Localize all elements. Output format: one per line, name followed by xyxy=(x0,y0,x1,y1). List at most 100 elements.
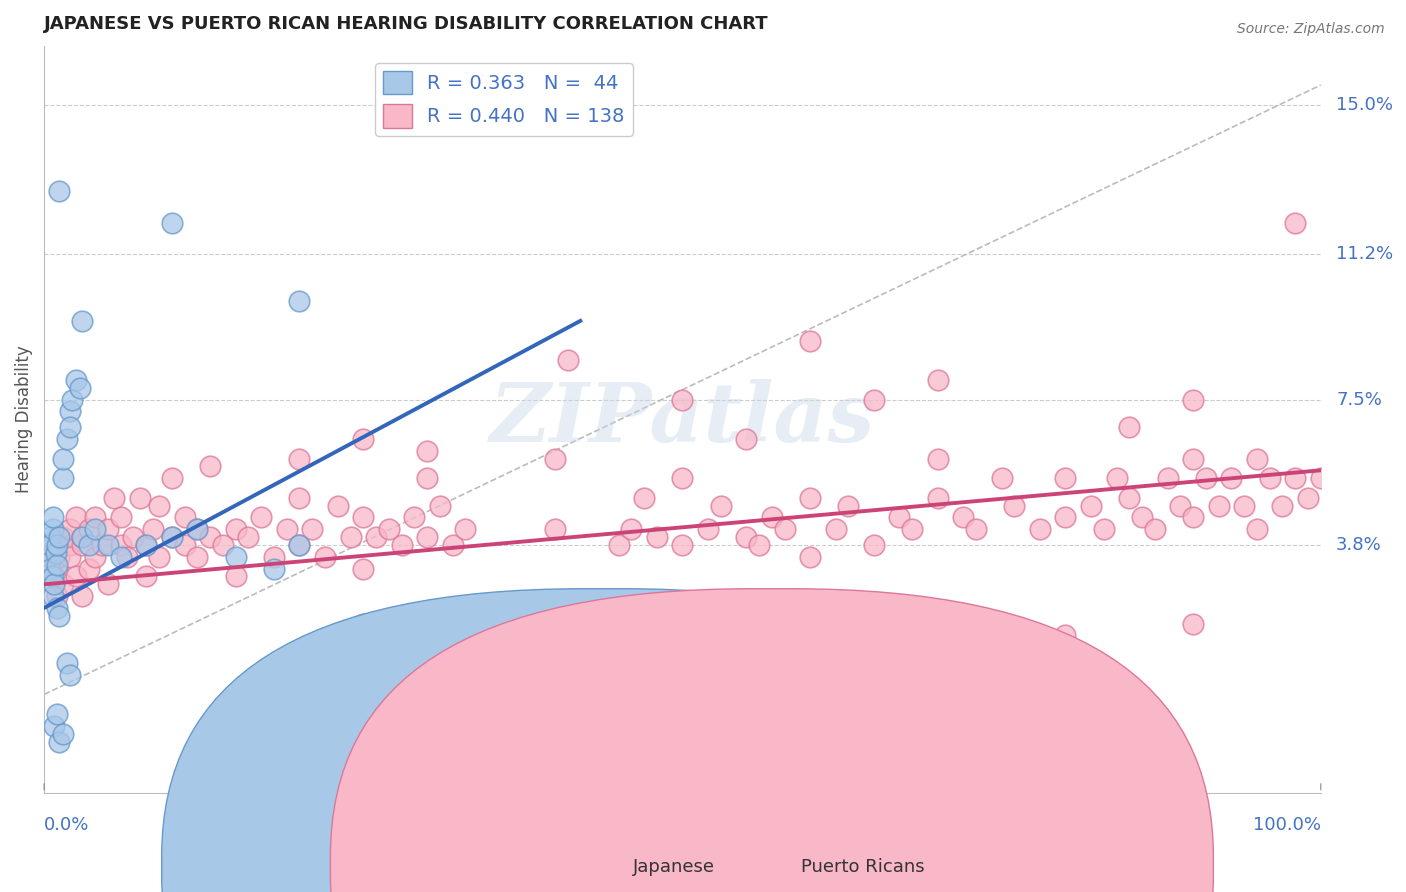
Point xyxy=(48,734,70,748)
Point xyxy=(1143,522,1166,536)
Point xyxy=(52,577,75,591)
Point xyxy=(59,549,82,564)
Point xyxy=(211,538,233,552)
Point xyxy=(799,334,821,348)
Point xyxy=(671,471,693,485)
Point xyxy=(48,608,70,623)
Point xyxy=(135,538,157,552)
Text: Japanese: Japanese xyxy=(633,858,714,876)
Text: ZIPatlas: ZIPatlas xyxy=(489,379,875,459)
Point xyxy=(52,530,75,544)
Point xyxy=(59,538,82,552)
Point xyxy=(65,569,87,583)
Text: Source: ZipAtlas.com: Source: ZipAtlas.com xyxy=(1237,22,1385,37)
Point xyxy=(441,538,464,552)
Point xyxy=(42,569,65,583)
Point xyxy=(65,510,87,524)
Point xyxy=(225,522,247,536)
Point xyxy=(173,510,195,524)
Point xyxy=(1182,510,1205,524)
Text: Puerto Ricans: Puerto Ricans xyxy=(801,858,925,876)
Point xyxy=(620,522,643,536)
Point xyxy=(160,216,183,230)
Point xyxy=(1054,628,1077,642)
Point xyxy=(52,727,75,741)
Point xyxy=(1271,499,1294,513)
Point xyxy=(671,538,693,552)
Point xyxy=(69,381,91,395)
Text: 0.0%: 0.0% xyxy=(44,816,90,834)
Point xyxy=(1220,471,1243,485)
Point xyxy=(45,546,67,560)
Point xyxy=(225,549,247,564)
Point xyxy=(44,569,66,583)
Point xyxy=(416,530,439,544)
Point xyxy=(97,522,120,536)
Point xyxy=(110,510,132,524)
Point xyxy=(965,522,987,536)
Point xyxy=(135,538,157,552)
Point xyxy=(927,451,949,466)
Point xyxy=(45,601,67,615)
Point xyxy=(824,522,846,536)
Point xyxy=(863,392,886,407)
Point xyxy=(352,561,374,575)
Point xyxy=(1246,451,1268,466)
Point xyxy=(761,510,783,524)
Point xyxy=(160,530,183,544)
Point xyxy=(889,510,911,524)
Point xyxy=(39,561,62,575)
Point xyxy=(148,549,170,564)
Point xyxy=(557,353,579,368)
Point xyxy=(927,491,949,505)
Point xyxy=(44,577,66,591)
Point xyxy=(238,530,260,544)
Point xyxy=(288,451,311,466)
Point xyxy=(352,616,374,631)
Point xyxy=(288,538,311,552)
Point xyxy=(544,451,567,466)
Point xyxy=(84,510,107,524)
Point xyxy=(48,549,70,564)
Point xyxy=(1156,471,1178,485)
Point xyxy=(77,538,100,552)
Point xyxy=(1054,510,1077,524)
Point xyxy=(288,491,311,505)
Point xyxy=(326,499,349,513)
Point xyxy=(927,616,949,631)
Point xyxy=(186,522,208,536)
Point xyxy=(186,549,208,564)
Point xyxy=(160,471,183,485)
Point xyxy=(45,561,67,575)
Point xyxy=(45,538,67,552)
Point xyxy=(633,491,655,505)
Point xyxy=(352,432,374,446)
Point xyxy=(45,707,67,722)
Point xyxy=(901,522,924,536)
Point xyxy=(314,549,336,564)
Point xyxy=(110,549,132,564)
Point xyxy=(607,628,630,642)
Text: 100.0%: 100.0% xyxy=(1253,816,1320,834)
Point xyxy=(135,569,157,583)
Point xyxy=(416,443,439,458)
Point xyxy=(404,510,426,524)
Point xyxy=(1258,471,1281,485)
Text: 11.2%: 11.2% xyxy=(1336,245,1393,263)
Point xyxy=(72,589,94,603)
Point xyxy=(837,499,859,513)
Point xyxy=(186,522,208,536)
Point xyxy=(990,471,1012,485)
Point xyxy=(84,522,107,536)
Point xyxy=(72,314,94,328)
Point xyxy=(56,432,79,446)
Point xyxy=(263,561,285,575)
Point xyxy=(1118,491,1140,505)
Point xyxy=(1182,451,1205,466)
Text: 7.5%: 7.5% xyxy=(1336,391,1382,409)
Point xyxy=(1029,522,1052,536)
Point xyxy=(1118,420,1140,434)
Point xyxy=(773,522,796,536)
Point xyxy=(339,530,361,544)
Point xyxy=(52,471,75,485)
